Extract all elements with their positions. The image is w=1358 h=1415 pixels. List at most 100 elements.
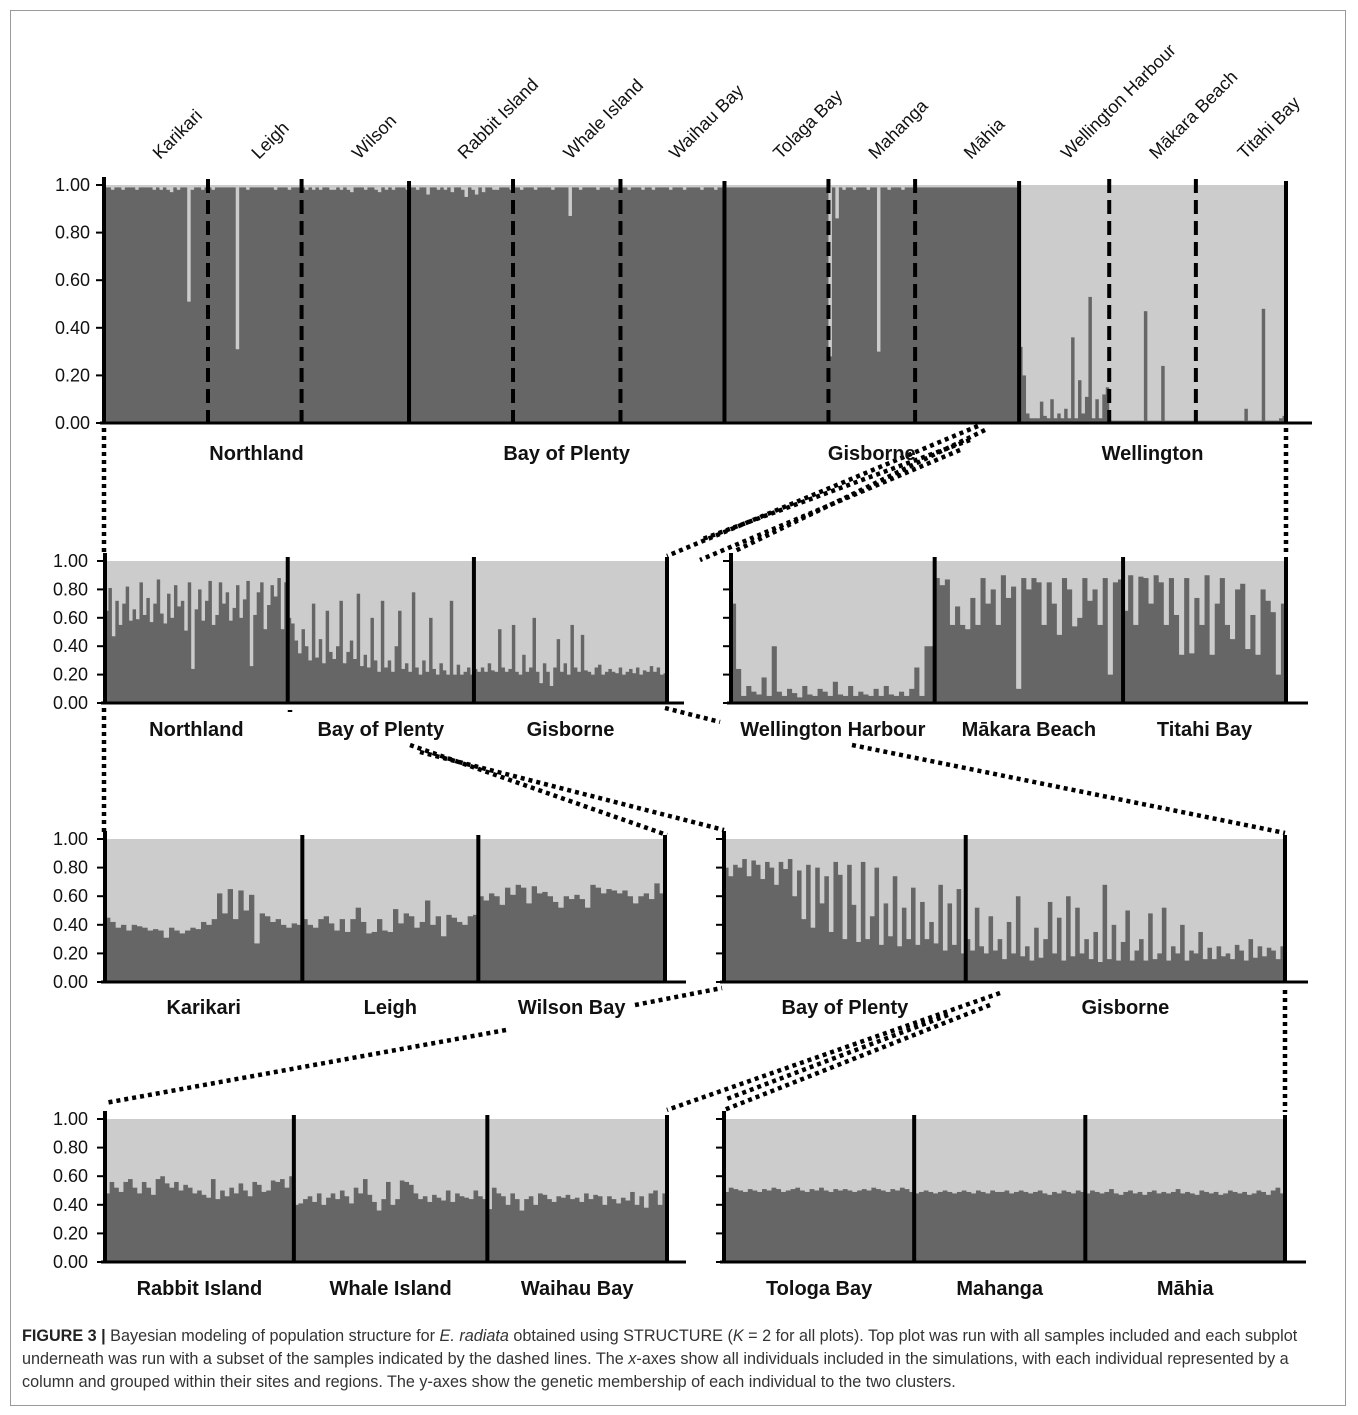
left3-panel-bar-light (574, 839, 581, 895)
right3-panel-bar-light (1148, 839, 1154, 914)
left3-panel-bar-dark (163, 937, 170, 982)
top-panel-bar-dark (447, 187, 452, 423)
right4-panel-bar-dark (890, 1189, 896, 1262)
top-panel-region-label: Northland (209, 443, 303, 465)
left3-panel-bar-dark (307, 924, 314, 982)
top-panel-bar-light (440, 185, 445, 188)
left4-panel-bar-dark (376, 1210, 382, 1262)
right4-panel-bar-dark (833, 1189, 839, 1262)
top-panel-site-label: Leigh (247, 118, 292, 163)
top-panel-bar-dark (953, 187, 958, 423)
left4-panel-bar-dark (542, 1194, 548, 1262)
right2-panel-bar-dark (761, 677, 768, 703)
top-panel-bar-light (402, 185, 407, 188)
top-panel-bar-dark (887, 189, 892, 423)
top-panel-bar-dark (104, 187, 109, 423)
left2-panel-bar-light (380, 561, 385, 601)
right3-panel-bar-dark (1266, 947, 1272, 982)
left2-panel-bar-dark (404, 663, 410, 703)
top-panel-bar-light (634, 185, 639, 188)
right4-panel-bar-dark (1109, 1189, 1115, 1262)
top-panel-site-label: Wilson (348, 110, 400, 162)
left2-panel-bar-light (494, 561, 499, 672)
top-panel-bar-light (114, 185, 119, 188)
right2-panel-bar-dark (1056, 634, 1063, 703)
left3-panel-group-label: Karikari (166, 997, 241, 1019)
right3-panel-bar-light (938, 839, 944, 885)
right4-panel-bar-dark (842, 1189, 849, 1262)
left2-panel-bar-dark (484, 671, 489, 703)
top-panel-bar-light (1008, 185, 1013, 188)
right3-panel-bar-dark (1275, 959, 1282, 982)
left3-panel-bar-light (318, 839, 325, 920)
left2-panel-bar-light (225, 561, 230, 593)
right3-panel-bar-light (1239, 839, 1245, 951)
left2-panel-bar-dark (456, 664, 461, 703)
right3-panel-bar-light (947, 839, 953, 904)
left3-panel-bar-light (286, 839, 293, 928)
left4-panel-bar-dark (524, 1199, 530, 1262)
right4-panel-bar-dark (1232, 1191, 1239, 1262)
right2-panel-bar-light (837, 561, 844, 695)
top-panel-bar-light (897, 185, 902, 188)
left4-panel-bar-light (270, 1119, 277, 1181)
top-panel-bar-light (1109, 185, 1114, 421)
left2-panel-bar-dark (149, 622, 154, 703)
top-panel-bar-light (485, 185, 490, 188)
top-panel-bar-dark (894, 187, 899, 423)
left4-panel-bar-light (284, 1119, 290, 1188)
left2-panel-bar-light (639, 561, 644, 675)
right4-panel-bar-dark (966, 1191, 972, 1262)
left4-panel-bar-light (247, 1119, 254, 1197)
left2-panel-bar-light (287, 561, 292, 618)
left3-panel-bar-dark (558, 907, 565, 982)
right4-panel-bar-light (1194, 1119, 1201, 1195)
right4-panel-bar-light (781, 1119, 787, 1192)
top-panel-bar-dark (790, 187, 795, 423)
top-panel-bar-light (287, 185, 292, 190)
top-panel-bar-dark (762, 187, 767, 423)
top-panel-bar-dark (665, 187, 670, 423)
left2-panel-bar-light (660, 561, 665, 675)
left2-panel-bar-dark (136, 619, 141, 703)
top-panel-bar-light (433, 185, 438, 188)
left3-panel-bar-light (617, 839, 623, 894)
top-panel-bar-dark (218, 187, 223, 423)
right3-panel-bar-dark (737, 867, 743, 982)
top-panel-bar-dark (131, 187, 136, 423)
top-panel-bar-dark (155, 187, 161, 423)
left2-panel-bar-dark (160, 613, 165, 703)
left3-panel-bar-dark (211, 919, 218, 982)
right4-panel-bar-dark (1075, 1190, 1082, 1262)
left3-panel-bar-light (350, 839, 357, 920)
top-panel-bar-dark (551, 189, 556, 423)
right2-panel-bar-light (888, 561, 895, 695)
left4-panel-bar-dark (114, 1187, 120, 1262)
top-panel-bar-dark (675, 187, 681, 423)
right4-panel-bar-light (1061, 1119, 1067, 1191)
left2-panel-bar-light (618, 561, 623, 668)
right2-panel-bar-dark (1224, 624, 1231, 703)
top-panel-bar-light (457, 185, 462, 188)
right3-panel-bar-dark (856, 941, 862, 982)
left3-panel-bar-dark (398, 923, 405, 982)
left3-panel-bar-dark (563, 896, 570, 982)
left3-panel-bar-dark (366, 933, 373, 982)
right2-panel-bar-dark (776, 691, 783, 703)
left2-panel-bar-dark (242, 599, 247, 703)
right2-panel-bar-light (1214, 561, 1221, 604)
right3-panel-bar-light (1034, 839, 1040, 928)
top-panel-bar-light (311, 185, 317, 190)
left4-panel-bar-dark (491, 1187, 498, 1262)
top-panel-bar-light (1050, 185, 1055, 400)
right3-panel-bar-light (1225, 839, 1231, 954)
left3-panel-bar-dark (457, 921, 463, 982)
left2-panel-bar-light (591, 561, 596, 675)
left2-panel-bar-light (142, 561, 147, 615)
left2-panel-bar-light (425, 561, 430, 672)
top-panel-bar-dark (942, 187, 947, 423)
top-panel-bar-dark (1060, 418, 1065, 423)
left2-panel-bar-dark (577, 671, 582, 703)
top-panel-bar-dark (1032, 418, 1038, 423)
top-panel-bar-light (589, 185, 594, 188)
